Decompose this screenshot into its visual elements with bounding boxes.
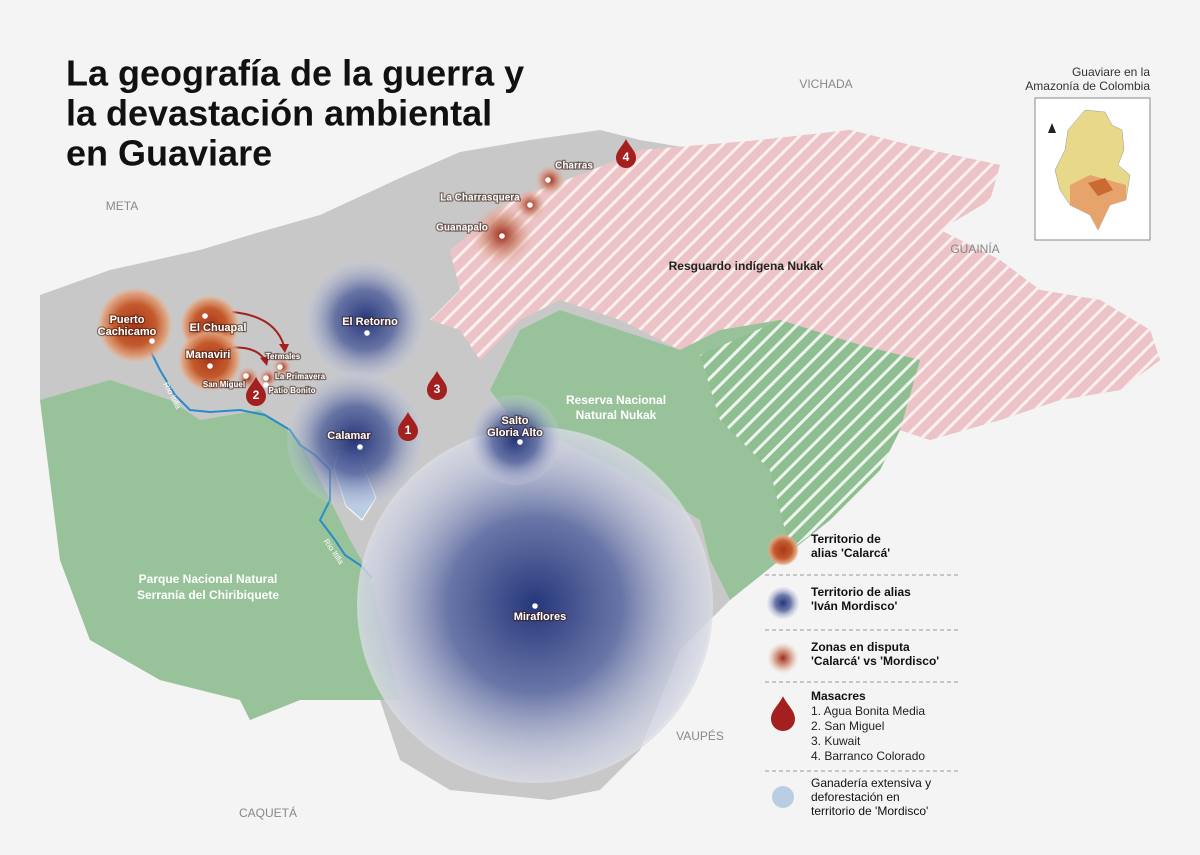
massacre-marker <box>398 412 418 441</box>
place-label: La Charrasquera <box>440 193 520 204</box>
mordisco-territory <box>287 372 423 508</box>
legend-label: deforestación en <box>811 790 900 804</box>
legend-label: alias 'Calarcá' <box>811 546 890 560</box>
legend-icon <box>771 696 795 731</box>
title: la devastación ambiental <box>66 93 492 134</box>
region-label: CAQUETÁ <box>239 805 297 820</box>
massacre-marker <box>246 377 266 406</box>
legend-label: 'Iván Mordisco' <box>811 599 898 613</box>
place-dot <box>207 363 213 369</box>
arrow <box>231 311 285 347</box>
legend-label: Territorio de alias <box>811 585 911 599</box>
massacre-number: 2 <box>253 388 260 402</box>
reserva-hatched <box>700 320 920 550</box>
place-dot <box>364 330 370 336</box>
massacre-number: 3 <box>434 382 441 396</box>
inset-title: Guaviare en la <box>1072 65 1150 79</box>
legend-label: Zonas en disputa <box>811 640 910 654</box>
place-dot <box>545 177 551 183</box>
region-label: VICHADA <box>799 77 852 91</box>
place-dot <box>149 338 155 344</box>
inset-title: Amazonía de Colombia <box>1025 79 1150 93</box>
place-label: La Primavera <box>275 372 326 381</box>
place-dot <box>517 439 523 445</box>
place-dot <box>527 202 533 208</box>
calarca-territory <box>97 287 173 363</box>
area-label: Parque Nacional Natural <box>139 572 278 586</box>
inset-guaviare <box>1088 178 1113 196</box>
massacre-number: 4 <box>623 150 630 164</box>
legend-item: 2. San Miguel <box>811 719 884 733</box>
legend-item: 4. Barranco Colorado <box>811 749 925 763</box>
place-label: Gloria Alto <box>487 427 543 439</box>
place-dot <box>357 444 363 450</box>
title: en Guaviare <box>66 133 272 174</box>
place-label: El Chuapal <box>190 322 247 334</box>
legend-label: Territorio de <box>811 532 881 546</box>
arrowhead <box>279 344 289 353</box>
area-label: Serranía del Chiribiquete <box>137 588 279 602</box>
legend-icon <box>767 642 799 674</box>
region-label: META <box>106 199 138 213</box>
inset-north <box>1048 123 1056 133</box>
place-label: Salto <box>502 415 529 427</box>
area-label: Resguardo indígena Nukak <box>669 259 824 273</box>
place-label: Cachicamo <box>98 326 157 338</box>
region-label: GUAINÍA <box>950 241 999 256</box>
place-dot <box>277 364 283 370</box>
region-label: VAUPÉS <box>676 728 724 743</box>
place-label: Patio Bonito <box>268 386 315 395</box>
place-label: Termales <box>266 352 301 361</box>
resguardo-area <box>430 130 1160 440</box>
arrowhead <box>260 356 269 366</box>
place-label: San Miguel <box>203 380 245 389</box>
massacre-number: 1 <box>405 423 412 437</box>
legend-item: 3. Kuwait <box>811 734 861 748</box>
legend-label: Ganadería extensiva y <box>811 776 931 790</box>
legend-icon <box>772 786 794 808</box>
place-dot <box>202 313 208 319</box>
title: La geografía de la guerra y <box>66 53 524 94</box>
place-label: Miraflores <box>514 611 567 623</box>
massacre-marker <box>427 371 447 400</box>
legend-item: 1. Agua Bonita Media <box>811 704 925 718</box>
mordisco-territory <box>305 260 425 380</box>
place-label: Puerto <box>110 314 145 326</box>
mordisco-territory <box>470 395 560 485</box>
legend-label: Masacres <box>811 689 866 703</box>
place-dot <box>243 373 249 379</box>
legend-label: territorio de 'Mordisco' <box>811 804 928 818</box>
place-label: Manaviri <box>186 349 231 361</box>
calarca-territory <box>178 328 242 392</box>
place-dot <box>263 382 269 388</box>
legend-icon <box>767 587 799 619</box>
legend-icon <box>767 534 799 566</box>
legend-label: 'Calarcá' vs 'Mordisco' <box>811 654 939 668</box>
place-dot <box>532 603 538 609</box>
place-dot <box>499 233 505 239</box>
massacre-marker <box>616 139 636 168</box>
area-label: Natural Nukak <box>576 408 657 422</box>
place-label: Calamar <box>327 430 371 442</box>
place-label: El Retorno <box>342 316 398 328</box>
place-dot <box>263 375 269 381</box>
place-label: Guanapalo <box>436 223 488 234</box>
area-label: Reserva Nacional <box>566 393 666 407</box>
place-label: Charras <box>555 161 593 172</box>
